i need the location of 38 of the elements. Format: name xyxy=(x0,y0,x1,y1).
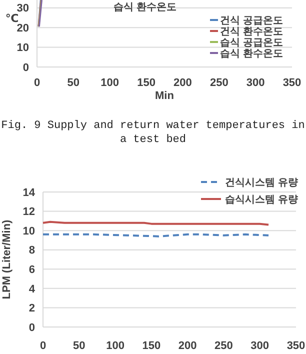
y-tick-label: 12 xyxy=(22,206,35,218)
y-tick-label: 2 xyxy=(28,302,35,315)
x-tick-label: 150 xyxy=(142,340,161,352)
y-tick-label: 0 xyxy=(22,62,29,74)
y-tick-label: 14 xyxy=(22,186,36,199)
y-tick-label: 10 xyxy=(22,225,35,238)
x-tick-label: 50 xyxy=(67,77,80,89)
legend-label: 건식 공급온도 xyxy=(220,16,283,26)
x-tick-label: 50 xyxy=(73,340,86,352)
x-tick-label: 100 xyxy=(100,77,120,89)
y-tick-label: 4 xyxy=(28,283,36,296)
y-tick-label: 20 xyxy=(16,22,29,34)
x-axis-title: Min xyxy=(155,90,174,102)
x-tick-label: 100 xyxy=(106,340,124,352)
x-tick-label: 300 xyxy=(250,340,270,352)
y-tick-label: 6 xyxy=(28,264,35,276)
y-tick-label: 0 xyxy=(28,322,35,334)
x-tick-label: 350 xyxy=(286,340,306,352)
x-tick-label: 200 xyxy=(178,340,197,352)
annotation: 습식 환수온도 xyxy=(114,2,176,13)
x-tick-label: 350 xyxy=(282,77,302,89)
y-tick-label: 10 xyxy=(16,42,29,54)
y-axis-title: ℃ xyxy=(5,12,19,25)
legend-label: 습식 환수온도 xyxy=(220,48,283,60)
x-tick-label: 200 xyxy=(174,77,192,89)
y-axis-title: LPM (Liter/Min) xyxy=(1,219,13,300)
y-tick-label: 30 xyxy=(16,2,29,15)
legend-label: 건식시스템 유량 xyxy=(225,178,298,188)
y-tick-label: 8 xyxy=(28,244,35,257)
legend-label: 습식시스템 유량 xyxy=(225,194,298,206)
legend-label: 건식 환수온도 xyxy=(220,26,283,38)
x-tick-label: 150 xyxy=(137,77,156,89)
x-tick-label: 250 xyxy=(214,340,233,352)
x-tick-label: 300 xyxy=(246,77,265,89)
x-tick-label: 250 xyxy=(210,77,228,89)
legend-label: 습식 공급온도 xyxy=(220,38,283,48)
caption: Fig. 9 Supply and return water temperatures in a test bed xyxy=(1,120,305,146)
x-tick-label: 0 xyxy=(40,340,46,352)
